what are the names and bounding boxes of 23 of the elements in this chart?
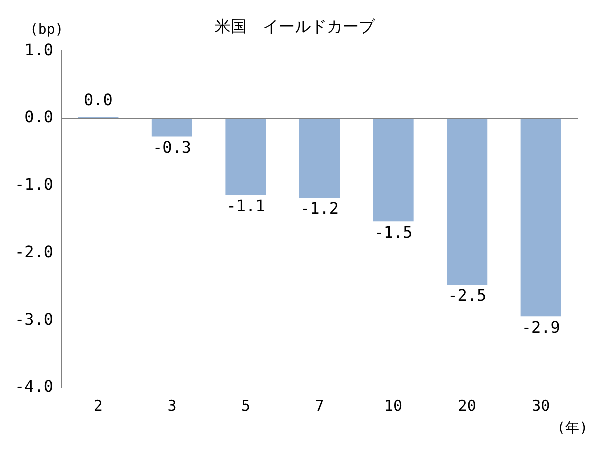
x-tick-label: 10: [384, 396, 403, 415]
y-tick-label: -4.0: [15, 377, 54, 396]
x-tick-label: 5: [241, 396, 250, 415]
x-tick-label: 30: [532, 396, 550, 415]
data-label: -2.5: [448, 286, 487, 306]
y-tick-label: -1.0: [15, 175, 54, 194]
data-label: -1.1: [226, 196, 266, 216]
y-tick-label: 1.0: [24, 40, 54, 60]
data-label: -1.5: [374, 222, 413, 242]
y-axis-title: (bp): [30, 22, 64, 38]
x-axis-title: (年): [557, 420, 588, 437]
x-tick-label: 3: [168, 396, 177, 415]
y-tick-label: -3.0: [15, 310, 54, 329]
data-label: -0.3: [152, 138, 192, 157]
x-tick-label: 2: [94, 396, 103, 415]
x-tick-label: 7: [315, 396, 324, 415]
y-tick-label: -2.0: [15, 242, 54, 262]
chart-title: 米国 イールドカーブ: [215, 16, 376, 36]
y-tick-label: 0.0: [24, 108, 54, 127]
data-label: -2.9: [522, 318, 560, 337]
data-label: 0.0: [84, 90, 113, 110]
x-tick-label: 20: [458, 396, 476, 415]
data-label: -1.2: [300, 199, 340, 218]
